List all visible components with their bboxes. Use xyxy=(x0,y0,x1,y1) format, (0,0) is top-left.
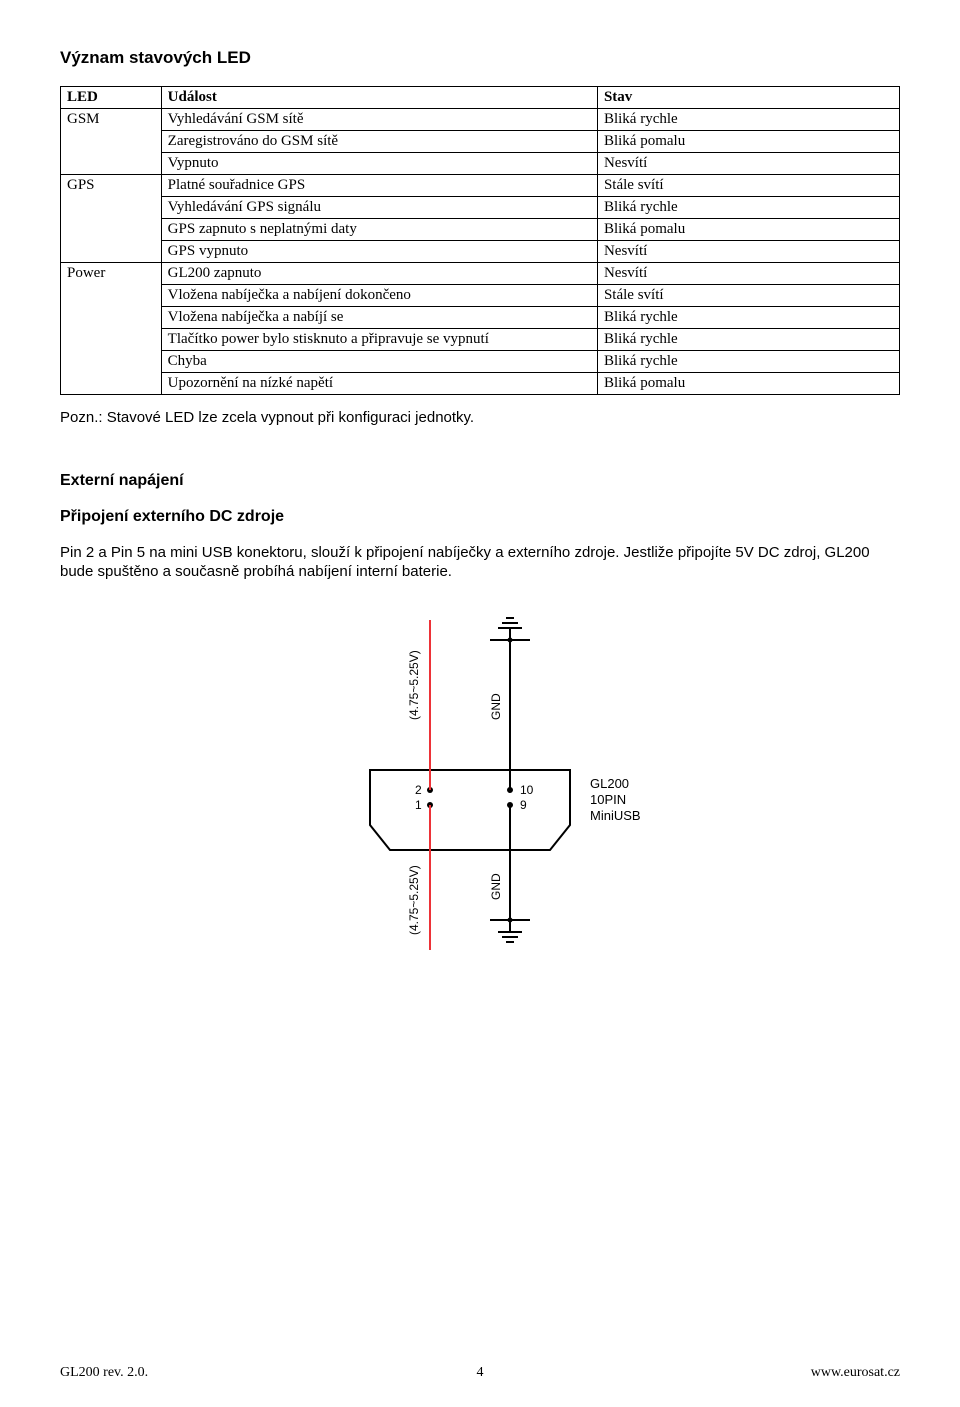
th-led: LED xyxy=(61,87,162,109)
svg-text:GND: GND xyxy=(489,693,503,720)
cell-event: Tlačítko power bylo stisknuto a připravu… xyxy=(161,329,597,351)
cell-event: Zaregistrováno do GSM sítě xyxy=(161,131,597,153)
svg-text:MiniUSB: MiniUSB xyxy=(590,808,641,823)
svg-text:10PIN: 10PIN xyxy=(590,792,626,807)
cell-state: Stále svítí xyxy=(597,285,899,307)
cell-state: Bliká rychle xyxy=(597,351,899,373)
cell-led: GSM xyxy=(61,109,162,175)
svg-text:2: 2 xyxy=(415,783,422,797)
usb-wiring-svg: 21 109 GL20010PINMiniUSB GND GND (4.75~5.25V)… xyxy=(290,600,670,960)
svg-text:1: 1 xyxy=(415,798,422,812)
svg-text:GND: GND xyxy=(489,873,503,900)
external-power-body: Pin 2 a Pin 5 na mini USB konektoru, slo… xyxy=(60,544,900,582)
table-row: Tlačítko power bylo stisknuto a připravu… xyxy=(61,329,900,351)
heading-external-power: Externí napájení xyxy=(60,472,900,490)
table-header-row: LED Událost Stav xyxy=(61,87,900,109)
table-row: Upozornění na nízké napětíBliká pomalu xyxy=(61,373,900,395)
cell-event: Vložena nabíječka a nabíjí se xyxy=(161,307,597,329)
cell-event: Vypnuto xyxy=(161,153,597,175)
cell-state: Nesvítí xyxy=(597,153,899,175)
table-row: ChybaBliká rychle xyxy=(61,351,900,373)
cell-state: Bliká pomalu xyxy=(597,373,899,395)
cell-state: Bliká pomalu xyxy=(597,219,899,241)
page-footer: GL200 rev. 2.0. 4 www.eurosat.cz xyxy=(60,1365,900,1381)
table-row: Vyhledávání GPS signáluBliká rychle xyxy=(61,197,900,219)
cell-event: Platné souřadnice GPS xyxy=(161,175,597,197)
svg-text:(4.75~5.25V): (4.75~5.25V) xyxy=(407,865,421,935)
table-row: GPS vypnutoNesvítí xyxy=(61,241,900,263)
cell-led: Power xyxy=(61,263,162,395)
table-row: GPSPlatné souřadnice GPSStále svítí xyxy=(61,175,900,197)
table-row: Vložena nabíječka a nabíjí seBliká rychl… xyxy=(61,307,900,329)
cell-event: Vyhledávání GSM sítě xyxy=(161,109,597,131)
led-status-table: LED Událost Stav GSMVyhledávání GSM sítě… xyxy=(60,86,900,395)
th-event: Událost xyxy=(161,87,597,109)
cell-led: GPS xyxy=(61,175,162,263)
note-led-disable: Pozn.: Stavové LED lze zcela vypnout při… xyxy=(60,409,900,426)
cell-state: Bliká rychle xyxy=(597,197,899,219)
cell-event: Vložena nabíječka a nabíjení dokončeno xyxy=(161,285,597,307)
table-row: VypnutoNesvítí xyxy=(61,153,900,175)
heading-external-dc: Připojení externího DC zdroje xyxy=(60,508,900,526)
cell-event: Vyhledávání GPS signálu xyxy=(161,197,597,219)
svg-text:9: 9 xyxy=(520,798,527,812)
table-row: GSMVyhledávání GSM sítěBliká rychle xyxy=(61,109,900,131)
cell-state: Nesvítí xyxy=(597,263,899,285)
cell-state: Bliká rychle xyxy=(597,307,899,329)
table-row: Zaregistrováno do GSM sítěBliká pomalu xyxy=(61,131,900,153)
cell-event: GL200 zapnuto xyxy=(161,263,597,285)
svg-text:(4.75~5.25V): (4.75~5.25V) xyxy=(407,650,421,720)
cell-event: GPS vypnuto xyxy=(161,241,597,263)
cell-state: Nesvítí xyxy=(597,241,899,263)
svg-text:10: 10 xyxy=(520,783,534,797)
cell-state: Bliká rychle xyxy=(597,109,899,131)
footer-center: 4 xyxy=(60,1365,900,1381)
cell-state: Stále svítí xyxy=(597,175,899,197)
table-row: GPS zapnuto s neplatnými datyBliká pomal… xyxy=(61,219,900,241)
th-state: Stav xyxy=(597,87,899,109)
cell-event: Upozornění na nízké napětí xyxy=(161,373,597,395)
heading-led-meaning: Význam stavových LED xyxy=(60,48,900,68)
table-row: Vložena nabíječka a nabíjení dokončenoSt… xyxy=(61,285,900,307)
cell-event: Chyba xyxy=(161,351,597,373)
cell-state: Bliká rychle xyxy=(597,329,899,351)
table-row: PowerGL200 zapnutoNesvítí xyxy=(61,263,900,285)
usb-wiring-diagram: 21 109 GL20010PINMiniUSB GND GND (4.75~5.25V)… xyxy=(60,600,900,965)
cell-state: Bliká pomalu xyxy=(597,131,899,153)
cell-event: GPS zapnuto s neplatnými daty xyxy=(161,219,597,241)
svg-text:GL200: GL200 xyxy=(590,776,629,791)
